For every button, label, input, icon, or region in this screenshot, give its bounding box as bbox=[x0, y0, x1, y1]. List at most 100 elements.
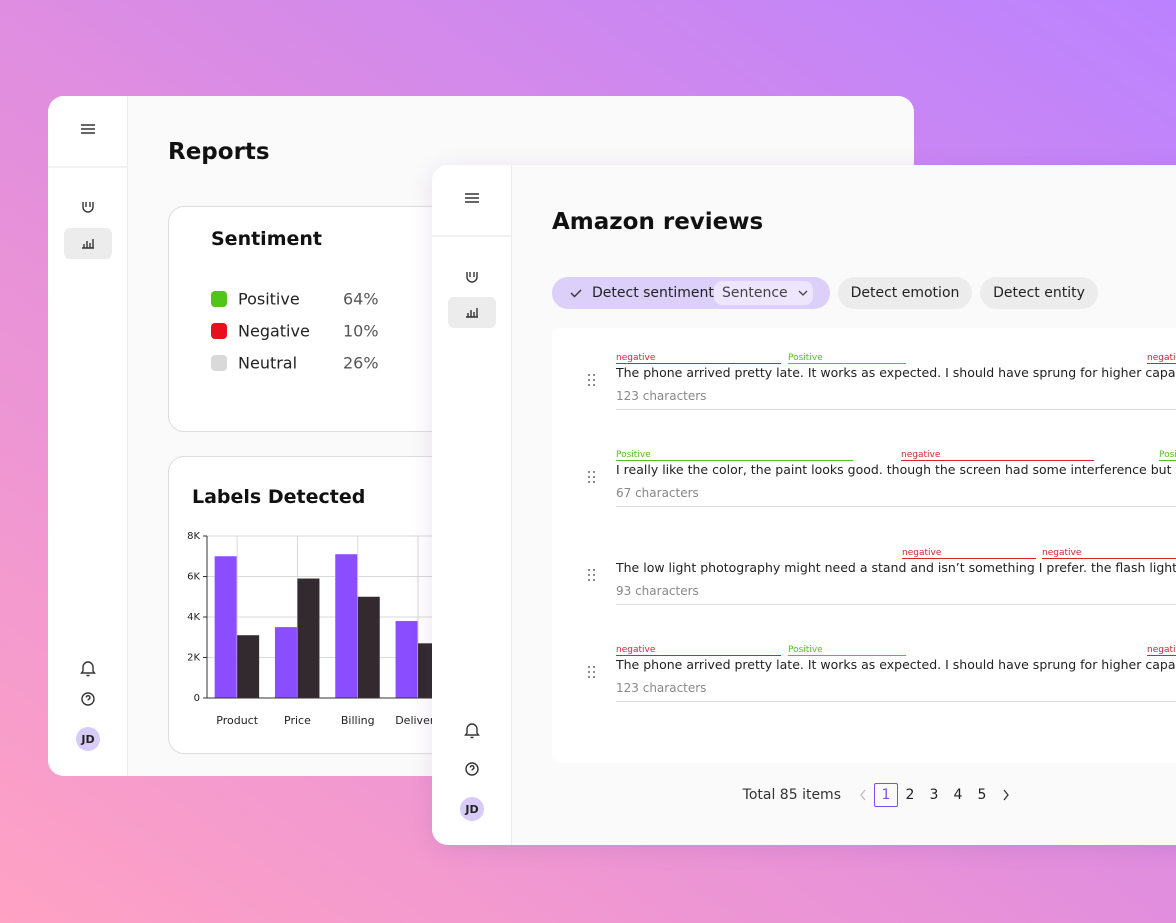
chart-icon bbox=[466, 308, 478, 318]
page-number[interactable]: 4 bbox=[953, 787, 963, 803]
bar bbox=[274, 627, 297, 698]
magnet-icon[interactable] bbox=[82, 202, 94, 213]
dot bbox=[588, 374, 590, 376]
dot bbox=[588, 379, 590, 381]
x-tick-label: Billing bbox=[341, 714, 375, 727]
dot bbox=[593, 578, 595, 581]
select-label: Sentence bbox=[722, 285, 788, 301]
dot bbox=[588, 568, 590, 571]
page-number[interactable]: 2 bbox=[905, 787, 915, 803]
menu-icon[interactable] bbox=[465, 193, 479, 203]
pagination-arrows bbox=[860, 789, 1009, 801]
menu-icon[interactable] bbox=[81, 124, 95, 134]
avatar-initials: JD bbox=[464, 803, 478, 816]
dot bbox=[588, 578, 590, 581]
drag-handle[interactable] bbox=[587, 568, 597, 582]
dot bbox=[588, 666, 590, 669]
help-icon[interactable] bbox=[81, 692, 95, 706]
dot bbox=[588, 476, 590, 479]
legend-swatch bbox=[211, 355, 227, 371]
dot bbox=[588, 384, 590, 386]
bar bbox=[297, 578, 320, 698]
button-label: Detect emotion bbox=[850, 285, 960, 301]
dot bbox=[588, 471, 590, 474]
active-nav[interactable] bbox=[448, 297, 496, 328]
sentiment-tag: negative bbox=[902, 548, 1036, 559]
review-text: The phone arrived pretty late. It works … bbox=[616, 657, 1176, 673]
y-tick-label: 4K bbox=[187, 612, 200, 623]
review-text: The phone arrived pretty late. It works … bbox=[616, 365, 1176, 380]
detect-entity-button[interactable]: Detect entity bbox=[980, 277, 1098, 309]
sentiment-tag: Positive bbox=[616, 450, 853, 462]
sentiment-tag: Positive bbox=[1159, 450, 1176, 462]
sentiment-tag: Positive bbox=[788, 353, 906, 364]
dot bbox=[588, 573, 590, 576]
sentiment-tag: negative bbox=[616, 353, 781, 364]
dot bbox=[588, 676, 590, 679]
dot bbox=[593, 471, 595, 474]
review-text: I really like the color, the paint looks… bbox=[616, 462, 1176, 478]
avatar[interactable] bbox=[76, 727, 100, 751]
drag-handle[interactable] bbox=[587, 373, 597, 387]
bar bbox=[357, 596, 380, 698]
avatar-initials: JD bbox=[80, 733, 94, 746]
dot bbox=[593, 568, 595, 571]
y-tick-label: 0 bbox=[194, 693, 200, 704]
check-icon bbox=[570, 289, 582, 298]
bar bbox=[335, 554, 358, 698]
page-number[interactable]: 1 bbox=[874, 783, 898, 807]
page-number[interactable]: 5 bbox=[977, 787, 987, 803]
dot bbox=[593, 374, 595, 376]
pagination-total: Total 85 items bbox=[742, 787, 841, 803]
review-characters: 93 characters bbox=[616, 583, 699, 598]
dot bbox=[593, 573, 595, 576]
dot bbox=[588, 481, 590, 484]
page-title: Amazon reviews bbox=[552, 209, 764, 235]
sentiment-tag: Positive bbox=[788, 645, 906, 657]
dot bbox=[593, 666, 595, 669]
legend-label: Positive bbox=[238, 290, 300, 309]
page-number[interactable]: 3 bbox=[929, 787, 939, 803]
legend-swatch bbox=[211, 291, 227, 307]
sentiment-tag: negative bbox=[1147, 645, 1176, 657]
granularity-select[interactable]: Sentence bbox=[714, 281, 813, 305]
review-characters: 123 characters bbox=[616, 389, 707, 403]
card-title: Labels Detected bbox=[192, 486, 366, 508]
prev-page[interactable] bbox=[860, 789, 866, 801]
sidebar-icons: JD bbox=[432, 193, 512, 821]
review-characters: 67 characters bbox=[616, 486, 699, 501]
dot bbox=[593, 379, 595, 381]
sentiment-tag: negative bbox=[1042, 548, 1176, 559]
bell-icon[interactable] bbox=[80, 661, 96, 677]
sentiment-tag: negative bbox=[616, 645, 781, 657]
legend-label: Negative bbox=[238, 322, 310, 341]
dot bbox=[588, 671, 590, 674]
legend-label: Neutral bbox=[238, 354, 297, 373]
dot bbox=[593, 476, 595, 479]
dot bbox=[593, 481, 595, 484]
row-divider bbox=[616, 603, 1176, 605]
magnet-icon[interactable] bbox=[466, 272, 478, 283]
active-nav[interactable] bbox=[64, 228, 112, 259]
avatar[interactable] bbox=[460, 797, 484, 821]
y-tick-label: 8K bbox=[187, 531, 200, 542]
dot bbox=[593, 676, 595, 679]
bar bbox=[214, 556, 237, 698]
dot bbox=[593, 384, 595, 386]
legend-swatch bbox=[211, 323, 227, 339]
x-tick-label: Product bbox=[216, 714, 258, 727]
help-icon[interactable] bbox=[465, 762, 479, 776]
review-characters: 123 characters bbox=[616, 681, 707, 696]
drag-handle[interactable] bbox=[587, 470, 597, 484]
dot bbox=[593, 671, 595, 674]
review-text: The low light photography might need a s… bbox=[616, 559, 1176, 575]
button-label: Detect entity bbox=[993, 285, 1085, 301]
bell-icon[interactable] bbox=[464, 723, 480, 739]
next-page[interactable] bbox=[1003, 789, 1009, 801]
legend-value: 64% bbox=[343, 290, 379, 309]
detect-emotion-button[interactable]: Detect emotion bbox=[838, 277, 972, 309]
chart-icon bbox=[82, 239, 94, 249]
row-divider bbox=[616, 506, 1176, 508]
drag-handle[interactable] bbox=[587, 665, 597, 679]
